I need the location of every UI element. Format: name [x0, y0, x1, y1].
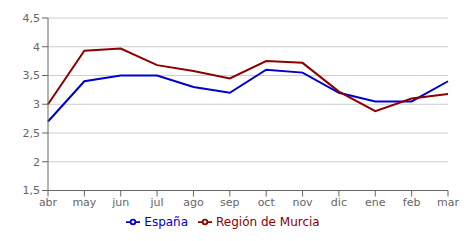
svg-text:dic: dic [331, 196, 347, 209]
svg-text:1,5: 1,5 [23, 184, 41, 197]
svg-text:feb: feb [403, 196, 421, 209]
svg-text:4: 4 [33, 41, 40, 54]
svg-text:4,5: 4,5 [23, 12, 41, 25]
svg-text:jun: jun [111, 196, 129, 209]
svg-text:3: 3 [33, 98, 40, 111]
svg-text:abr: abr [39, 196, 58, 209]
svg-text:sep: sep [220, 196, 239, 209]
svg-text:nov: nov [292, 196, 313, 209]
svg-text:2,5: 2,5 [23, 127, 41, 140]
svg-text:may: may [72, 196, 96, 209]
html-text:Región de Murcia: Región de Murcia [216, 214, 320, 229]
html-text:España: España [144, 214, 189, 229]
svg-text:mar: mar [437, 196, 459, 209]
svg-text:2: 2 [33, 156, 40, 169]
svg-text:3,5: 3,5 [23, 69, 41, 82]
svg-text:jul: jul [150, 196, 164, 209]
svg-text:ene: ene [365, 196, 386, 209]
svg-text:oct: oct [258, 196, 276, 209]
svg-text:ago: ago [183, 196, 204, 209]
